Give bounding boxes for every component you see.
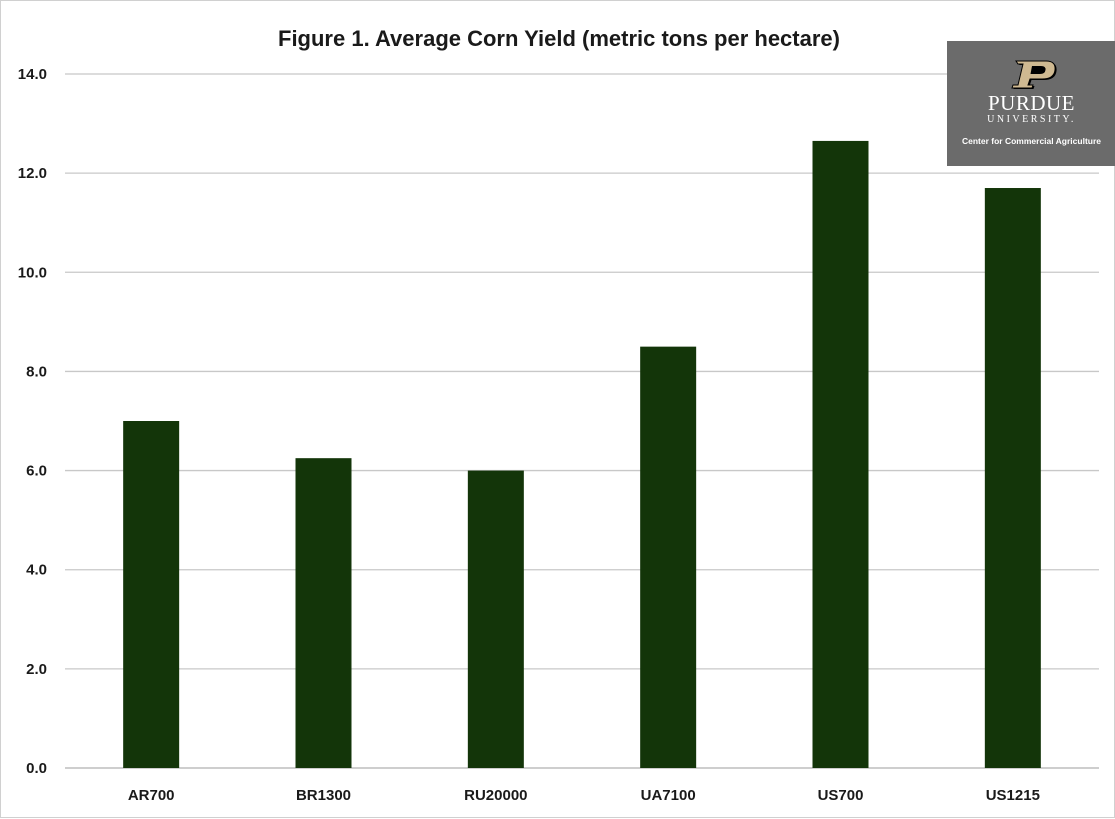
purdue-p-icon: [1010, 60, 1057, 89]
bar-br1300: [295, 458, 352, 768]
y-tick-label: 6.0: [26, 463, 47, 480]
y-tick-label: 12.0: [18, 165, 47, 182]
logo-name: PURDUE: [987, 91, 1075, 115]
x-tick-label: AR700: [128, 787, 175, 804]
x-axis: AR700 BR1300 RU20000 UA7100 US700 US1215: [128, 787, 1040, 804]
x-tick-label: UA7100: [641, 787, 696, 804]
gridlines: [65, 73, 1099, 769]
x-tick-label: RU20000: [464, 787, 527, 804]
bar-ua7100: [640, 346, 697, 768]
y-tick-label: 4.0: [26, 562, 47, 579]
y-tick-label: 10.0: [18, 264, 47, 281]
y-tick-label: 2.0: [26, 661, 47, 678]
x-tick-label: US1215: [986, 787, 1040, 804]
bar-us700: [812, 140, 869, 768]
y-tick-label: 8.0: [26, 363, 47, 380]
x-tick-label: BR1300: [296, 787, 351, 804]
logo-center-name: Center for Commercial Agriculture: [961, 136, 1102, 146]
bar-ru20000: [467, 470, 524, 768]
y-tick-label: 14.0: [18, 66, 47, 83]
bar-ar700: [123, 421, 180, 768]
bars: [123, 140, 1041, 768]
y-tick-label: 0.0: [26, 760, 47, 777]
chart-title: Figure 1. Average Corn Yield (metric ton…: [278, 26, 840, 51]
bar-us1215: [984, 188, 1041, 768]
x-tick-label: US700: [818, 787, 864, 804]
y-axis: 0.0 2.0 4.0 6.0 8.0 10.0 12.0 14.0: [18, 66, 47, 777]
logo-subtitle: UNIVERSITY.: [987, 114, 1076, 125]
purdue-logo: PURDUE UNIVERSITY. Center for Commercial…: [947, 41, 1115, 166]
